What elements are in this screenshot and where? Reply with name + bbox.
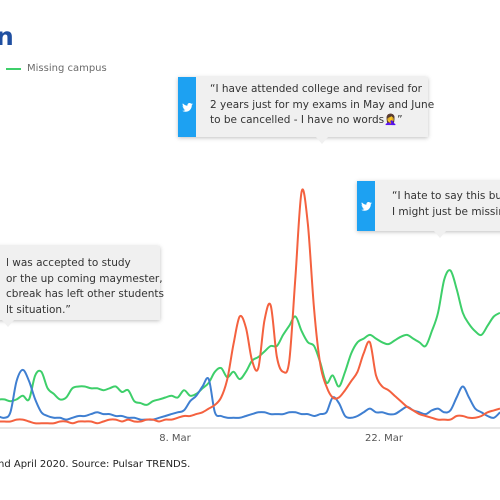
series-line-red: [0, 188, 500, 425]
tweet-text: “I hate to say this but I might just be …: [392, 190, 500, 218]
tweet-text: l was accepted to study or the up coming…: [6, 257, 164, 316]
x-tick-label: 8. Mar: [159, 433, 191, 444]
x-axis: 8. Mar 22. Mar: [0, 427, 500, 444]
series-line-blue: [0, 368, 500, 421]
chart-title: n: [0, 22, 14, 51]
series-layer: [0, 188, 500, 425]
twitter-bird-icon: [181, 102, 193, 112]
tweet-text: “I have attended college and revised for…: [210, 83, 435, 126]
chart-legend: Missing campus: [6, 63, 107, 74]
legend-swatch-missing-campus: [6, 67, 21, 70]
tweet-card-missing: “I hate to say this but I might just be …: [357, 181, 500, 238]
tweet-card-exams: “I have attended college and revised for…: [178, 77, 434, 144]
card-pointer: [434, 231, 446, 238]
tweet-card-maymester: l was accepted to study or the up coming…: [0, 246, 164, 327]
twitter-bird-icon: [360, 201, 372, 211]
x-tick-label: 22. Mar: [365, 433, 404, 444]
card-pointer: [316, 137, 328, 144]
legend-label-missing-campus: Missing campus: [27, 63, 107, 74]
twitter-icon-bar: [178, 77, 196, 137]
card-pointer: [2, 320, 14, 327]
twitter-icon-bar: [357, 181, 375, 231]
series-line-missing-campus: [0, 269, 500, 406]
chart-source-footnote: nd April 2020. Source: Pulsar TRENDS.: [0, 459, 191, 470]
